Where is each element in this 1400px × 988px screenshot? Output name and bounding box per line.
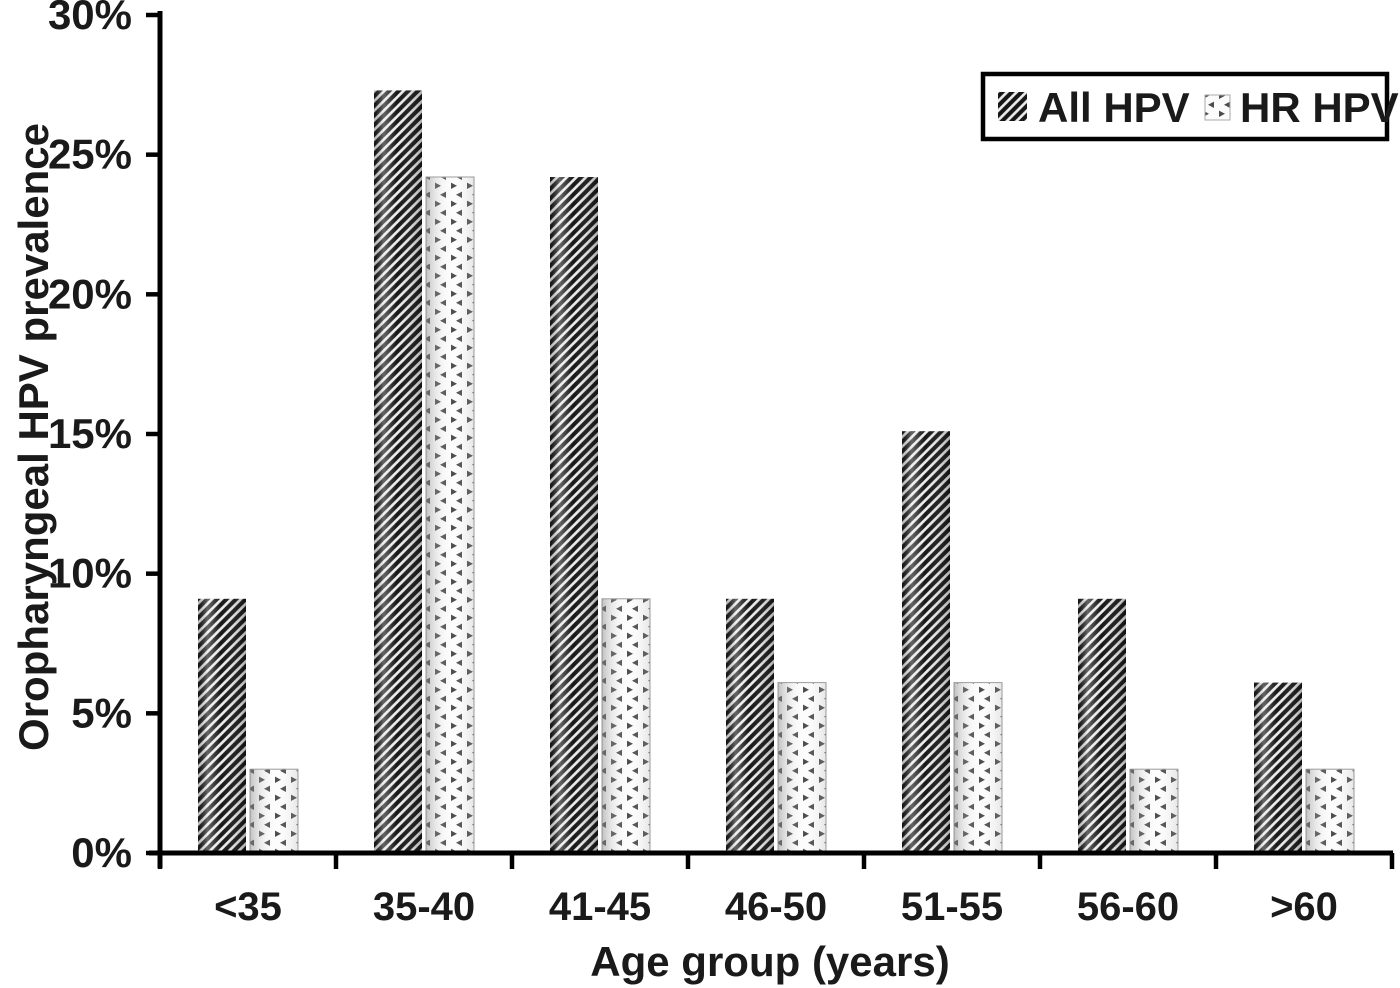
bar-sheen-overlay: [250, 769, 298, 853]
bar-sheen-overlay: [1078, 598, 1126, 853]
x-tick-label: 41-45: [549, 885, 651, 929]
y-tick-label: 10%: [48, 550, 132, 597]
bar-sheen-overlay: [198, 598, 246, 853]
bar-sheen-overlay: [1306, 769, 1354, 853]
bar-sheen-overlay: [954, 682, 1002, 853]
legend-label-hr-hpv: HR HPV: [1240, 84, 1399, 131]
x-tick-label: 56-60: [1077, 885, 1179, 929]
x-tick-label: 51-55: [901, 885, 1003, 929]
y-tick-label: 20%: [48, 270, 132, 317]
y-tick-label: 0%: [71, 829, 132, 876]
legend-label-all-hpv: All HPV: [1038, 84, 1190, 131]
y-tick-label: 25%: [48, 131, 132, 178]
legend-swatch-hr-hpv-icon: [1204, 94, 1231, 121]
legend-swatch-all-hpv-icon: [998, 92, 1027, 121]
bar-sheen-overlay: [550, 177, 598, 854]
y-tick-label: 5%: [71, 689, 132, 736]
bar-sheen-overlay: [902, 431, 950, 853]
bar-sheen-overlay: [1130, 769, 1178, 853]
y-axis-title: Oropharyngeal HPV prevalence: [10, 123, 57, 751]
bar-sheen-overlay: [1254, 682, 1302, 853]
x-tick-label: >60: [1270, 885, 1338, 929]
bar-sheen-overlay: [426, 177, 474, 854]
y-tick-label: 15%: [48, 410, 132, 457]
x-tick-label: <35: [214, 885, 282, 929]
x-tick-label: 35-40: [373, 885, 475, 929]
x-tick-label: 46-50: [725, 885, 827, 929]
bar-sheen-overlay: [374, 90, 422, 854]
bar-sheen-overlay: [778, 682, 826, 853]
legend-box: [980, 71, 1390, 142]
bar-sheen-overlay: [726, 598, 774, 853]
y-tick-label: 30%: [48, 0, 132, 38]
x-axis-title: Age group (years): [590, 938, 950, 985]
bar-sheen-overlay: [602, 598, 650, 853]
